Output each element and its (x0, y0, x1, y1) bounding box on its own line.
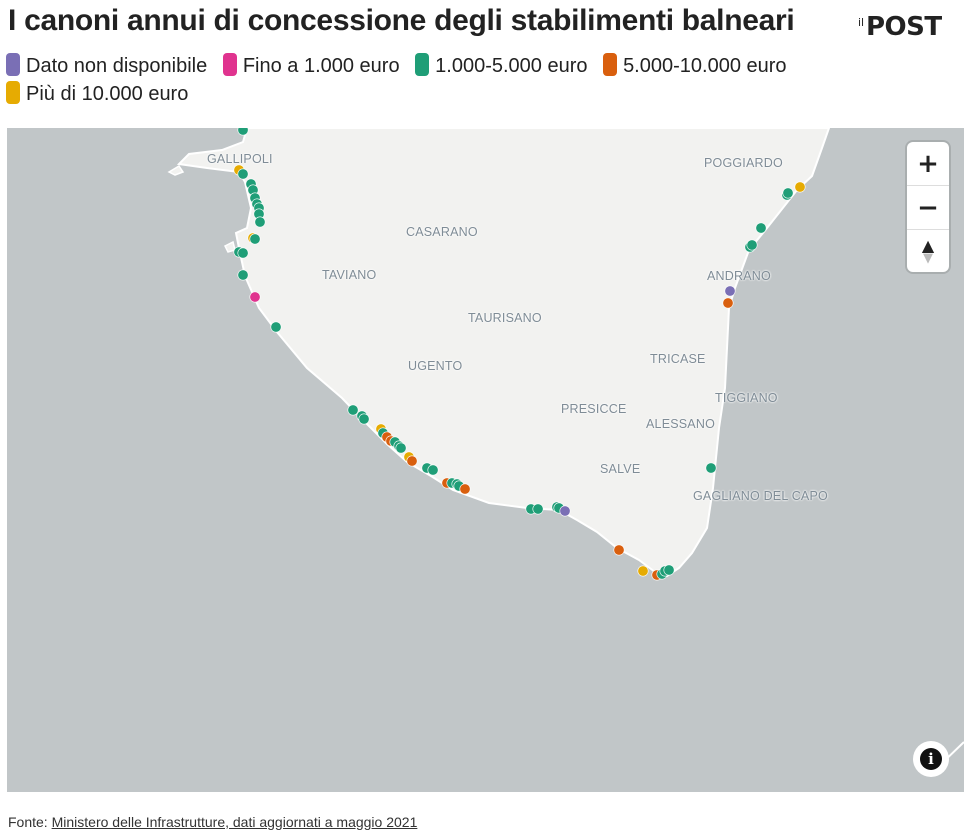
beach-marker[interactable] (406, 455, 418, 467)
place-label-poggiardo: POGGIARDO (704, 156, 783, 170)
beach-marker[interactable] (270, 321, 282, 333)
beach-marker[interactable] (249, 233, 261, 245)
source-prefix: Fonte: (8, 814, 52, 830)
place-label-gagliano-del-capo: GAGLIANO DEL CAPO (693, 489, 828, 503)
beach-marker[interactable] (237, 247, 249, 259)
legend-swatch (415, 53, 430, 76)
legend-label: 5.000-10.000 euro (623, 55, 787, 77)
beach-dots (233, 128, 806, 581)
place-label-gallipoli: GALLIPOLI (207, 152, 273, 166)
map-svg (167, 128, 964, 769)
beach-marker[interactable] (794, 181, 806, 193)
legend-swatch (6, 53, 20, 76)
legend-label: Fino a 1.000 euro (242, 55, 400, 77)
beach-marker[interactable] (782, 187, 794, 199)
place-label-casarano: CASARANO (406, 225, 478, 239)
zoom-control: + − ▲ ▼ (907, 142, 949, 272)
beach-marker[interactable] (237, 168, 249, 180)
legend-item-over-10000: Più di 10.000 euro (6, 80, 188, 108)
beach-marker[interactable] (532, 503, 544, 515)
legend-swatch (222, 53, 237, 76)
beach-marker[interactable] (746, 239, 758, 251)
info-icon: i (920, 748, 942, 770)
logo-brand: POST (866, 12, 942, 42)
logo-prefix: il (858, 16, 865, 29)
beach-marker[interactable] (459, 483, 471, 495)
beach-marker[interactable] (358, 413, 370, 425)
beach-marker[interactable] (663, 564, 675, 576)
zoom-divider (907, 229, 949, 230)
legend-item-upto-1000: Fino a 1.000 euro (222, 52, 400, 80)
legend-item-1000-5000: 1.000-5.000 euro (415, 52, 588, 80)
legend-label: Più di 10.000 euro (26, 83, 189, 105)
legend-label: Dato non disponibile (26, 55, 208, 77)
beach-marker[interactable] (755, 222, 767, 234)
beach-marker[interactable] (722, 297, 734, 309)
zoom-in-button[interactable]: + (917, 148, 939, 179)
coast-small-island (223, 240, 236, 253)
compass-south-icon: ▼ (923, 250, 933, 266)
beach-marker[interactable] (705, 462, 717, 474)
compass-button[interactable]: ▲ ▼ (907, 230, 949, 273)
source-note: Fonte: Ministero delle Infrastrutture, d… (8, 814, 417, 830)
compass-north-icon: ▲ (921, 235, 935, 255)
zoom-out-button[interactable]: − (917, 192, 939, 223)
beach-marker[interactable] (724, 285, 736, 297)
beach-marker[interactable] (254, 216, 266, 228)
place-label-alessano: ALESSANO (646, 417, 715, 431)
legend-item-5000-10000: 5.000-10.000 euro (603, 52, 787, 80)
beach-marker[interactable] (249, 291, 261, 303)
place-label-ugento: UGENTO (408, 359, 463, 373)
beach-marker[interactable] (559, 505, 571, 517)
beach-marker[interactable] (395, 442, 407, 454)
place-label-tricase: TRICASE (650, 352, 706, 366)
source-link[interactable]: Ministero delle Infrastrutture, dati agg… (51, 814, 418, 830)
place-label-taurisano: TAURISANO (468, 311, 542, 325)
island-sant-andrea (167, 164, 185, 176)
beach-marker[interactable] (237, 128, 249, 136)
beach-marker[interactable] (347, 404, 359, 416)
legend: Dato non disponibile Fino a 1.000 euro 1… (6, 52, 886, 108)
legend-item-unavailable: Dato non disponibile (6, 52, 207, 80)
beach-marker[interactable] (613, 544, 625, 556)
place-label-taviano: TAVIANO (322, 268, 377, 282)
beach-marker[interactable] (427, 464, 439, 476)
legend-swatch (6, 81, 20, 104)
place-label-presicce: PRESICCE (561, 402, 627, 416)
legend-label: 1.000-5.000 euro (435, 55, 588, 77)
chart-title: I canoni annui di concessione degli stab… (8, 4, 795, 37)
place-label-tiggiano: TIGGIANO (715, 391, 778, 405)
zoom-divider (907, 185, 949, 186)
map-canvas[interactable]: GALLIPOLI POGGIARDO CASARANO TAVIANO AND… (7, 128, 964, 792)
place-label-salve: SALVE (600, 462, 641, 476)
legend-swatch (603, 53, 618, 76)
info-button[interactable]: i (913, 741, 949, 777)
land-mass (176, 128, 831, 578)
place-label-andrano: ANDRANO (707, 269, 771, 283)
beach-marker[interactable] (637, 565, 649, 577)
beach-marker[interactable] (237, 269, 249, 281)
